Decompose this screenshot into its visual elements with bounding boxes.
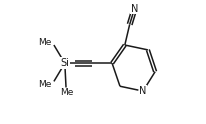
Text: N: N — [139, 86, 147, 96]
Text: Me: Me — [38, 38, 51, 47]
Text: Me: Me — [38, 80, 51, 89]
Text: Si: Si — [60, 58, 69, 68]
Text: N: N — [131, 4, 138, 14]
Text: Me: Me — [60, 88, 73, 97]
